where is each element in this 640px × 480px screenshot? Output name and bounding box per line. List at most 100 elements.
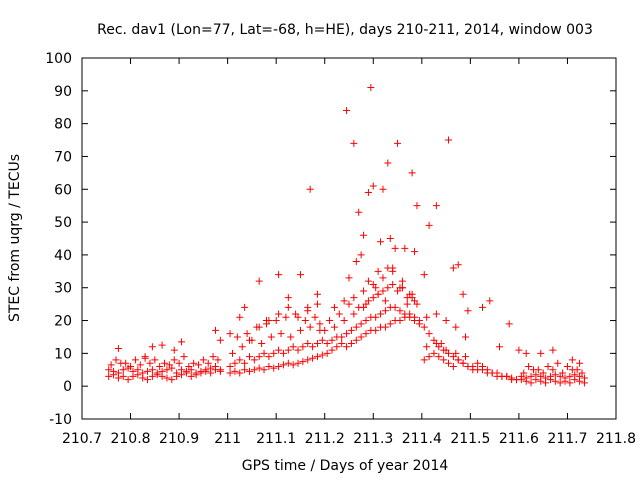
data-point bbox=[551, 371, 559, 379]
data-point bbox=[420, 323, 428, 331]
data-point bbox=[207, 364, 215, 372]
data-point bbox=[403, 300, 411, 308]
data-point bbox=[265, 353, 273, 361]
data-point bbox=[330, 303, 338, 311]
data-point bbox=[294, 346, 302, 354]
data-point bbox=[204, 359, 212, 367]
data-point bbox=[144, 376, 152, 384]
data-point bbox=[377, 238, 385, 246]
data-point bbox=[549, 366, 557, 374]
y-axis: -10 0 10 20 30 40 50 60 70 80 90 100 bbox=[45, 51, 616, 428]
data-point bbox=[148, 372, 156, 380]
data-point bbox=[425, 353, 433, 361]
data-point bbox=[270, 349, 278, 357]
data-point bbox=[187, 372, 195, 380]
data-point bbox=[165, 361, 173, 369]
data-point bbox=[495, 343, 503, 351]
data-point bbox=[374, 290, 382, 298]
data-point bbox=[168, 376, 176, 384]
data-point bbox=[299, 343, 307, 351]
data-point bbox=[146, 359, 154, 367]
data-point bbox=[350, 139, 358, 147]
data-point bbox=[243, 330, 251, 338]
data-point bbox=[411, 317, 419, 325]
data-point bbox=[372, 326, 380, 334]
data-point bbox=[148, 366, 156, 374]
data-point bbox=[379, 287, 387, 295]
data-point bbox=[367, 84, 375, 92]
data-point bbox=[209, 353, 217, 361]
data-point bbox=[423, 343, 431, 351]
data-point bbox=[350, 310, 358, 318]
data-point bbox=[231, 367, 239, 375]
data-point bbox=[258, 340, 266, 348]
data-point bbox=[372, 284, 380, 292]
data-point bbox=[282, 313, 290, 321]
x-axis: 210.7 210.8 210.9 211 211.1 211.2 211.3 211.4 21… bbox=[62, 58, 636, 447]
data-point bbox=[226, 369, 234, 377]
data-point bbox=[406, 290, 414, 298]
y-tick-label: 70 bbox=[54, 149, 72, 165]
y-tick-label: 20 bbox=[54, 314, 72, 330]
x-tick-label: 210.8 bbox=[110, 431, 150, 447]
data-point bbox=[350, 294, 358, 302]
plot-frame bbox=[81, 57, 617, 420]
y-tick-label: 50 bbox=[54, 215, 72, 231]
data-point bbox=[107, 361, 115, 369]
data-point bbox=[112, 356, 120, 364]
data-point bbox=[352, 323, 360, 331]
data-point bbox=[236, 369, 244, 377]
data-point bbox=[520, 369, 528, 377]
y-axis-title: STEC from uqrg / TECUs bbox=[7, 154, 23, 322]
data-point bbox=[214, 356, 222, 364]
data-point bbox=[355, 208, 363, 216]
x-tick-label: 211.8 bbox=[596, 431, 636, 447]
data-point bbox=[420, 271, 428, 279]
data-point bbox=[437, 340, 445, 348]
data-point bbox=[318, 336, 326, 344]
data-point bbox=[357, 320, 365, 328]
data-point bbox=[272, 317, 280, 325]
data-point bbox=[432, 202, 440, 210]
data-point bbox=[549, 346, 557, 354]
data-point bbox=[238, 343, 246, 351]
data-point bbox=[323, 340, 331, 348]
data-point bbox=[479, 303, 486, 311]
data-point bbox=[131, 356, 139, 364]
data-point bbox=[432, 310, 440, 318]
data-point bbox=[493, 369, 501, 377]
data-point bbox=[309, 343, 317, 351]
x-tick-label: 211.3 bbox=[353, 431, 393, 447]
data-point bbox=[241, 303, 249, 311]
data-point bbox=[114, 344, 122, 352]
data-point bbox=[144, 367, 152, 375]
data-point bbox=[236, 356, 244, 364]
data-point bbox=[313, 340, 321, 348]
data-point bbox=[566, 379, 574, 387]
data-point bbox=[391, 244, 399, 252]
y-tick-label: 100 bbox=[45, 51, 72, 67]
data-point bbox=[389, 280, 397, 288]
y-tick-label: 0 bbox=[63, 379, 72, 395]
data-point bbox=[343, 107, 351, 115]
data-point bbox=[539, 369, 547, 377]
data-point bbox=[265, 362, 273, 370]
data-point bbox=[357, 251, 365, 259]
data-point bbox=[369, 294, 377, 302]
y-tick-label: 90 bbox=[54, 84, 72, 100]
data-point bbox=[479, 362, 486, 370]
x-tick-label: 211.6 bbox=[499, 431, 539, 447]
data-point bbox=[313, 290, 321, 298]
data-point bbox=[454, 261, 462, 269]
data-point bbox=[284, 359, 292, 367]
data-point bbox=[459, 290, 467, 298]
data-point bbox=[284, 346, 292, 354]
data-point bbox=[241, 366, 249, 374]
data-point bbox=[185, 362, 193, 370]
data-point bbox=[384, 284, 392, 292]
data-point bbox=[304, 356, 312, 364]
data-point bbox=[279, 349, 287, 357]
data-point bbox=[362, 330, 370, 338]
data-point bbox=[369, 182, 377, 190]
data-point bbox=[255, 353, 263, 361]
